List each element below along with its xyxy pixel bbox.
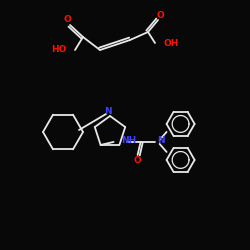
Text: OH: OH	[164, 38, 180, 48]
Text: O: O	[63, 16, 71, 24]
Text: N: N	[158, 136, 165, 145]
Text: O: O	[156, 10, 164, 20]
Text: N: N	[104, 106, 112, 116]
Text: O: O	[134, 156, 141, 166]
Text: HO: HO	[50, 46, 66, 54]
Text: NH: NH	[122, 136, 137, 145]
